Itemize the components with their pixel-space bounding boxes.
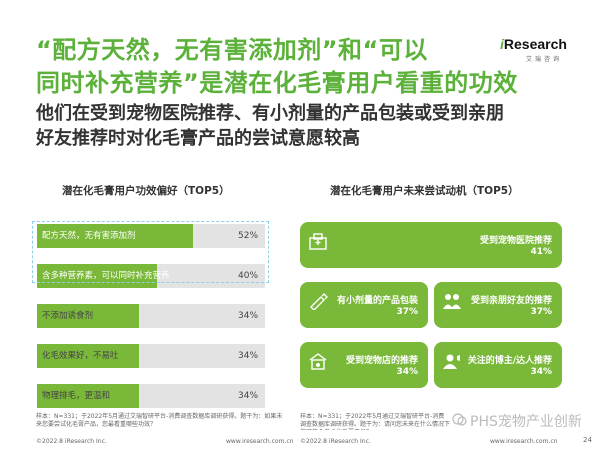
tube-icon (310, 293, 328, 310)
bar-category-label: 不添加诱食剂 (42, 311, 94, 321)
page-title: “配方天然，无有害添加剂”和“可以 同时补充营养”是潜在化毛膏用户看重的功效 (36, 34, 576, 100)
left-panel-title: 潜在化毛膏用户功效偏好（TOP5） (62, 185, 230, 197)
bar-row: 含多种营养素，可以同时补充营养 (37, 264, 265, 288)
source-note-left: 样本：N=331；于2022年5月通过艾瑞智研平台-消费调查数据库调研获得。题干… (36, 413, 283, 428)
bar-fill (37, 224, 193, 248)
motivation-card-friends: 受到亲朋好友的推荐 37% (434, 282, 562, 328)
motivation-card-small-package: 有小剂量的产品包装 37% (300, 282, 428, 328)
bar-row: 物理排毛，更温和 (37, 384, 265, 408)
website-left: www.iresearch.com.cn (226, 438, 294, 445)
motivation-value: 37% (530, 307, 552, 317)
motivation-label: 受到亲朋好友的推荐 (470, 296, 552, 306)
motivation-card-influencer: 关注的博主/达人推荐 34% (434, 342, 562, 388)
motivation-label: 有小剂量的产品包装 (336, 296, 418, 306)
logo-brand: iResearch (500, 36, 567, 52)
page-subtitle: 他们在受到宠物医院推荐、有小剂量的产品包装或受到亲朋 好友推荐时对化毛膏产品的尝… (36, 101, 584, 151)
subtitle-line-1: 他们在受到宠物医院推荐、有小剂量的产品包装或受到亲朋 (36, 103, 504, 124)
bar-fill (37, 344, 139, 368)
bar-category-label: 化毛效果好，不易吐 (42, 351, 119, 361)
motivation-label: 受到宠物医院推荐 (479, 236, 552, 246)
logo-subtext: 艾瑞咨询 (526, 56, 563, 63)
motivation-card-hospital: 受到宠物医院推荐 41% (300, 222, 562, 268)
motivation-label: 关注的博主/达人推荐 (467, 356, 552, 366)
bar-value-label: 52% (238, 231, 259, 241)
watermark-text: PHS宠物产业创新 (470, 414, 582, 430)
bar-value-label: 40% (238, 271, 259, 281)
source-note-right: 样本：N=331；于2022年5月通过艾瑞智研平台-消费调查数据库调研获得。题干… (300, 413, 450, 430)
wechat-watermark-icon (452, 413, 467, 426)
bar-value-label: 34% (238, 311, 259, 321)
top-two-highlight-frame (32, 221, 269, 283)
people-icon (443, 294, 461, 309)
motivation-label: 受到宠物店的推荐 (345, 356, 418, 366)
motivation-value: 41% (530, 247, 552, 257)
bar-fill (37, 384, 139, 408)
title-line-2: 同时补充营养”是潜在化毛膏用户看重的功效 (36, 69, 518, 97)
motivation-value: 34% (396, 367, 418, 377)
motivation-value: 34% (530, 367, 552, 377)
bar-category-label: 含多种营养素，可以同时补充营养 (42, 271, 170, 281)
influencer-icon (443, 354, 460, 369)
bar-value-label: 34% (238, 391, 259, 401)
bar-row: 不添加诱食剂 (37, 304, 265, 328)
bar-row: 化毛效果好，不易吐 (37, 344, 265, 368)
bar-category-label: 物理排毛，更温和 (42, 391, 111, 401)
page-number: 24 (583, 436, 592, 444)
title-line-1: “配方天然，无有害添加剂”和“可以 (36, 36, 428, 64)
iresearch-logo: iResearch 艾瑞咨询 (496, 33, 576, 63)
copyright-right: ©2022.8 iResearch Inc. (300, 438, 371, 445)
motivation-value: 37% (396, 307, 418, 317)
pet-store-icon (309, 353, 327, 370)
website-right: www.iresearch.com.cn (490, 438, 558, 445)
bar-category-label: 配方天然，无有害添加剂 (42, 231, 136, 241)
subtitle-line-2: 好友推荐时对化毛膏产品的尝试意愿较高 (36, 128, 360, 149)
copyright-left: ©2022.8 iResearch Inc. (36, 438, 107, 445)
bar-value-label: 34% (238, 351, 259, 361)
right-panel-title: 潜在化毛膏用户未来尝试动机（TOP5） (330, 185, 519, 197)
bar-fill (37, 304, 139, 328)
hospital-icon (309, 233, 327, 250)
bar-fill (37, 264, 157, 288)
motivation-card-pet-store: 受到宠物店的推荐 34% (300, 342, 428, 388)
bar-row: 配方天然，无有害添加剂 (37, 224, 265, 248)
